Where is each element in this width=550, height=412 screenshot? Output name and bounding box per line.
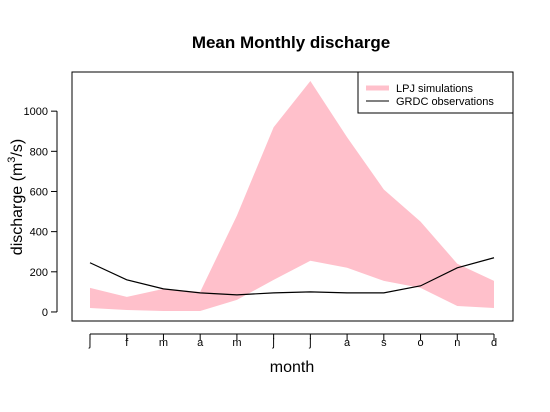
x-tick-label: m (232, 337, 241, 349)
plot-area (89, 81, 495, 311)
x-tick-label: o (417, 337, 423, 349)
x-tick-label: n (454, 337, 460, 349)
x-tick-label: j (308, 337, 311, 349)
y-tick-label: 0 (42, 307, 48, 319)
chart-title: Mean Monthly discharge (192, 33, 390, 52)
x-tick-label: a (197, 337, 204, 349)
x-tick-label: m (159, 337, 168, 349)
lpj-simulations-band (90, 81, 494, 311)
y-axis-label-suffix: /s) (9, 139, 26, 157)
y-axis-label-main: discharge (m (9, 163, 26, 255)
grdc-observations-line (89, 257, 495, 296)
y-axis-label-superscript: 3 (6, 157, 18, 163)
y-tick-label: 200 (30, 267, 48, 279)
legend-label-lpj: LPJ simulations (396, 83, 474, 95)
x-tick-label: j (88, 337, 91, 349)
legend-label-grdc: GRDC observations (396, 96, 494, 108)
y-tick-label: 400 (30, 227, 48, 239)
y-tick-label: 1000 (24, 106, 48, 118)
y-tick-label: 600 (30, 186, 48, 198)
x-tick-label: j (271, 337, 274, 349)
legend: LPJ simulations GRDC observations (357, 71, 514, 114)
x-tick-label: f (125, 337, 129, 349)
x-tick-label: s (381, 337, 387, 349)
y-tick-label: 800 (30, 146, 48, 158)
x-axis-label: month (270, 359, 314, 376)
legend-box (357, 71, 514, 114)
x-tick-label: d (491, 337, 497, 349)
plot-frame (71, 71, 514, 322)
x-tick-label: a (344, 337, 351, 349)
y-axis-label: discharge (m3/s) (6, 139, 26, 255)
y-axis: 0 200 400 600 800 1000 (24, 106, 58, 319)
